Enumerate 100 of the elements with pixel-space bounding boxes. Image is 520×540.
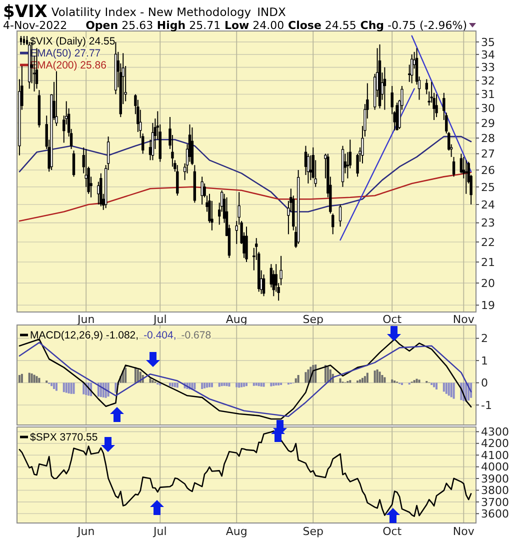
candlestick <box>452 156 456 178</box>
x-tick-label: Jul <box>152 313 167 326</box>
bar <box>38 378 40 383</box>
x-tick-label: Sep <box>302 525 324 538</box>
x-tick-label: Nov <box>452 525 475 538</box>
x-tick-label: Jun <box>76 525 95 538</box>
bar <box>20 374 23 383</box>
bar <box>314 364 317 383</box>
x-tick-label: Jul <box>152 525 167 538</box>
bar <box>339 378 342 383</box>
bar <box>307 369 310 383</box>
y-tick-label: 4300 <box>481 426 509 439</box>
x-tick-label: Sep <box>302 313 324 326</box>
bar <box>149 378 152 383</box>
bar <box>359 379 362 383</box>
bar <box>364 376 366 383</box>
y-tick-label: 32 <box>481 74 495 88</box>
bar <box>384 377 386 383</box>
chart-title: $VIX <box>3 2 48 22</box>
bar <box>278 382 280 386</box>
y-tick-label: 35 <box>481 36 495 49</box>
y-tick-label: 19 <box>481 298 495 312</box>
y-tick-label: 25 <box>481 180 495 194</box>
bar <box>18 375 20 383</box>
bar <box>448 382 450 396</box>
y-tick-label: 4200 <box>481 437 509 450</box>
bar <box>176 382 178 388</box>
bar <box>361 378 364 383</box>
bar <box>349 380 352 383</box>
y-tick-label: 3700 <box>481 496 509 509</box>
bar <box>378 372 381 383</box>
y-tick-label: 34 <box>481 48 495 62</box>
candlestick <box>200 176 204 205</box>
candlestick <box>72 150 76 178</box>
x-tick-label: Jun <box>76 313 95 326</box>
y-tick-label: 3800 <box>481 484 509 498</box>
bar <box>297 375 300 383</box>
legend-label: MACD(12,26,9) -1.082, <box>30 330 139 342</box>
bar <box>243 382 246 387</box>
x-tick-label: Aug <box>226 313 248 326</box>
bar <box>418 380 420 383</box>
bar <box>413 380 416 383</box>
bar <box>416 378 418 383</box>
candlestick <box>245 226 248 263</box>
bar <box>445 382 448 394</box>
bar <box>252 382 255 386</box>
bar <box>124 368 127 383</box>
chart-subtitle: Volatility Index - New Methodology <box>51 5 252 19</box>
y-tick-label: 4000 <box>481 460 509 474</box>
candlestick <box>435 94 438 118</box>
bar <box>452 382 455 399</box>
bar <box>450 382 452 398</box>
text: Open 25.63 High 25.71 Low 24.00 Close 24.55 Chg -0.75 (-2.96%) <box>86 19 467 32</box>
bar <box>36 376 38 383</box>
bar <box>260 382 262 387</box>
y-tick-label: 28 <box>481 132 495 145</box>
bar <box>28 372 30 383</box>
candlestick <box>55 70 58 126</box>
candlestick <box>410 54 414 84</box>
bar <box>272 382 275 386</box>
bar <box>324 365 326 383</box>
y-tick-label: 31 <box>481 88 495 102</box>
candlestick <box>97 181 100 205</box>
bar <box>55 382 58 391</box>
bar <box>65 382 68 393</box>
bar <box>391 379 394 383</box>
bar <box>152 380 154 383</box>
y-tick-label: 24 <box>481 198 495 212</box>
bar <box>33 374 36 383</box>
bar <box>442 382 445 392</box>
bar <box>30 373 33 383</box>
line-series <box>18 172 472 222</box>
bar <box>82 382 85 394</box>
y-tick-label: 21 <box>481 256 495 269</box>
y-tick-label: 20 <box>481 276 495 290</box>
bar <box>114 382 117 393</box>
bar <box>304 372 307 383</box>
y-tick-label: 33 <box>481 61 495 74</box>
bar <box>68 382 70 394</box>
candlestick <box>190 126 194 166</box>
y-tick-label: 27 <box>481 148 495 161</box>
y-tick-label: 4100 <box>481 448 509 462</box>
y-tick-label: 0 <box>481 376 488 390</box>
candlestick <box>338 204 342 228</box>
y-tick-label: 3900 <box>481 472 509 486</box>
x-tick-label: Oct <box>382 525 402 538</box>
bar <box>366 372 368 383</box>
y-tick-label: 22 <box>481 236 495 249</box>
bar <box>381 375 384 383</box>
bar <box>294 378 297 383</box>
y-tick-label: 26 <box>481 164 495 177</box>
candlestick <box>383 66 386 110</box>
bar <box>275 382 278 386</box>
bar <box>70 382 72 394</box>
legend-label: $VIX (Daily) 24.55 <box>30 36 116 48</box>
text: INDX <box>257 5 286 19</box>
x-tick-label: Aug <box>226 525 248 538</box>
text: -0.404, <box>144 330 176 342</box>
candlestick <box>151 122 154 161</box>
bar <box>53 382 56 389</box>
